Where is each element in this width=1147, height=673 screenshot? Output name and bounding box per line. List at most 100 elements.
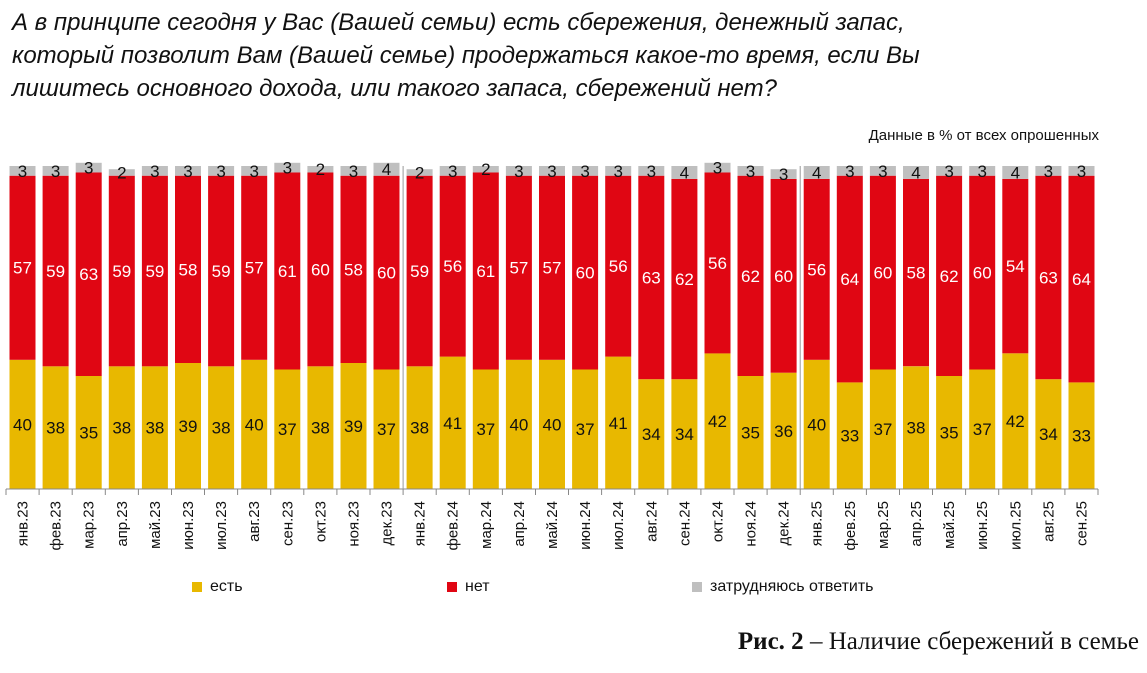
title-line-1: А в принципе сегодня у Вас (Вашей семьи)… bbox=[12, 9, 905, 36]
figure-caption: Рис. 2 – Наличие сбережений в семье bbox=[738, 628, 1139, 656]
data-label-est-7: 38 bbox=[212, 419, 231, 438]
x-tick-label-21: сен.24 bbox=[676, 501, 693, 546]
bar-net-3 bbox=[75, 172, 102, 376]
bar-net-25 bbox=[803, 178, 830, 360]
bar-hard-6 bbox=[175, 166, 201, 176]
legend-swatch-est bbox=[192, 582, 202, 592]
bar-net-30 bbox=[969, 175, 996, 370]
bar-net-29 bbox=[936, 175, 963, 376]
data-label-net-4: 59 bbox=[112, 262, 131, 281]
data-label-net-14: 56 bbox=[443, 257, 462, 276]
bar-hard-11 bbox=[340, 166, 367, 176]
x-tick-label-6: июн.23 bbox=[180, 501, 197, 550]
data-label-hard-1: 3 bbox=[18, 162, 27, 181]
bar-est-12 bbox=[373, 369, 400, 489]
data-label-est-20: 34 bbox=[642, 425, 661, 444]
bar-hard-30 bbox=[969, 166, 996, 176]
data-label-net-22: 56 bbox=[708, 254, 727, 273]
bar-est-9 bbox=[274, 369, 301, 489]
bar-hard-13 bbox=[406, 169, 433, 176]
data-label-hard-30: 3 bbox=[977, 162, 986, 181]
data-label-net-6: 58 bbox=[179, 260, 198, 279]
data-label-net-7: 59 bbox=[212, 262, 231, 281]
bar-hard-7 bbox=[208, 166, 235, 176]
bar-net-2 bbox=[42, 175, 69, 367]
data-label-hard-18: 3 bbox=[580, 162, 589, 181]
data-label-net-17: 57 bbox=[543, 259, 562, 278]
x-tick-label-18: июн.24 bbox=[577, 501, 594, 550]
data-label-net-10: 60 bbox=[311, 260, 330, 279]
data-label-est-15: 37 bbox=[476, 420, 495, 439]
data-label-net-2: 59 bbox=[46, 262, 65, 281]
bar-est-5 bbox=[141, 366, 168, 489]
bar-net-11 bbox=[340, 175, 367, 363]
data-label-hard-17: 3 bbox=[547, 162, 556, 181]
data-label-net-26: 64 bbox=[840, 270, 859, 289]
legend-label-net: нет bbox=[465, 578, 490, 595]
data-label-hard-3: 3 bbox=[84, 159, 93, 178]
bar-est-6 bbox=[175, 363, 201, 489]
data-label-net-1: 57 bbox=[13, 259, 32, 278]
bar-net-24 bbox=[770, 178, 797, 373]
figure-number: Рис. 2 bbox=[737, 628, 804, 655]
data-label-hard-27: 3 bbox=[878, 162, 887, 181]
data-label-hard-12: 4 bbox=[382, 160, 391, 179]
bar-hard-15 bbox=[472, 166, 499, 173]
data-label-net-27: 60 bbox=[873, 264, 892, 283]
data-label-hard-32: 3 bbox=[1044, 162, 1053, 181]
bar-hard-18 bbox=[572, 166, 599, 176]
bar-est-14 bbox=[439, 356, 466, 489]
bar-est-8 bbox=[241, 359, 268, 489]
legend-label-est: есть bbox=[210, 578, 243, 595]
bar-est-27 bbox=[869, 369, 896, 489]
x-tick-label-15: мар.24 bbox=[478, 501, 495, 549]
data-label-hard-19: 3 bbox=[613, 162, 622, 181]
data-label-net-29: 62 bbox=[940, 267, 959, 286]
data-label-est-32: 34 bbox=[1039, 425, 1058, 444]
title-line-2: который позволит Вам (Вашей семье) проде… bbox=[12, 42, 920, 69]
legend-label-hard: затрудняюсь ответить bbox=[710, 578, 874, 595]
x-tick-label-14: фев.24 bbox=[445, 501, 462, 551]
x-tick-label-19: июл.24 bbox=[610, 501, 627, 550]
bar-est-20 bbox=[638, 379, 665, 489]
data-label-net-28: 58 bbox=[907, 264, 926, 283]
x-tick-label-31: июл.25 bbox=[1007, 501, 1024, 550]
x-tick-label-7: июл.23 bbox=[213, 501, 230, 550]
data-label-net-30: 60 bbox=[973, 264, 992, 283]
data-label-hard-26: 3 bbox=[845, 162, 854, 181]
data-label-est-33: 33 bbox=[1072, 427, 1091, 446]
bar-est-30 bbox=[969, 369, 996, 489]
bar-hard-4 bbox=[108, 169, 135, 176]
data-label-hard-16: 3 bbox=[514, 162, 523, 181]
data-label-hard-13: 2 bbox=[415, 164, 424, 183]
data-label-est-23: 35 bbox=[741, 424, 760, 443]
data-label-hard-6: 3 bbox=[183, 162, 192, 181]
bar-hard-28 bbox=[903, 166, 929, 179]
data-label-est-12: 37 bbox=[377, 420, 396, 439]
data-label-est-16: 40 bbox=[509, 415, 528, 434]
data-label-hard-22: 3 bbox=[713, 159, 722, 178]
bar-est-13 bbox=[406, 366, 433, 489]
data-label-hard-11: 3 bbox=[349, 162, 358, 181]
bar-hard-5 bbox=[141, 166, 168, 176]
legend-item-net: нет bbox=[447, 578, 490, 596]
data-label-net-15: 61 bbox=[476, 262, 495, 281]
data-label-hard-24: 3 bbox=[779, 165, 788, 184]
legend-swatch-hard bbox=[692, 582, 702, 592]
data-label-net-12: 60 bbox=[377, 264, 396, 283]
data-note: Данные в % от всех опрошенных bbox=[868, 127, 1099, 144]
data-label-est-17: 40 bbox=[543, 415, 562, 434]
bar-net-8 bbox=[241, 175, 268, 360]
data-label-est-26: 33 bbox=[840, 427, 859, 446]
bar-net-31 bbox=[1002, 178, 1029, 354]
bar-hard-2 bbox=[42, 166, 69, 176]
bar-hard-32 bbox=[1035, 166, 1062, 176]
x-tick-label-26: фев.25 bbox=[842, 501, 859, 551]
data-label-hard-29: 3 bbox=[944, 162, 953, 181]
data-label-est-21: 34 bbox=[675, 425, 694, 444]
data-label-hard-5: 3 bbox=[150, 162, 159, 181]
bar-est-29 bbox=[936, 375, 963, 489]
bar-net-1 bbox=[9, 175, 36, 360]
bar-est-28 bbox=[903, 366, 929, 489]
